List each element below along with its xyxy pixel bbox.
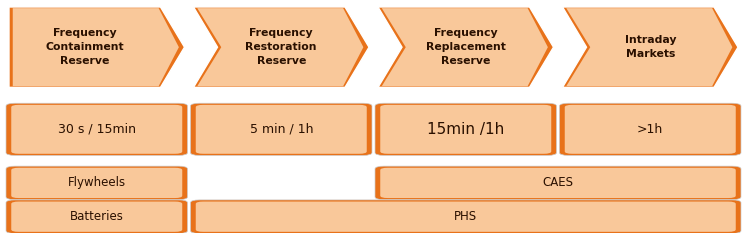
Text: >1h: >1h	[637, 123, 663, 136]
Text: 5 min / 1h: 5 min / 1h	[250, 123, 313, 136]
Polygon shape	[197, 8, 363, 86]
FancyBboxPatch shape	[11, 105, 182, 154]
FancyBboxPatch shape	[11, 168, 182, 198]
Polygon shape	[378, 7, 554, 87]
Text: Batteries: Batteries	[70, 210, 124, 223]
FancyBboxPatch shape	[6, 166, 188, 200]
Text: Frequency
Containment
Reserve: Frequency Containment Reserve	[46, 28, 124, 66]
Polygon shape	[13, 8, 178, 86]
Text: Intraday
Markets: Intraday Markets	[625, 35, 676, 59]
FancyBboxPatch shape	[560, 103, 741, 155]
FancyBboxPatch shape	[196, 105, 367, 154]
Text: Frequency
Replacement
Reserve: Frequency Replacement Reserve	[426, 28, 506, 66]
Polygon shape	[382, 8, 548, 86]
Polygon shape	[562, 7, 738, 87]
FancyBboxPatch shape	[6, 103, 188, 155]
Text: Frequency
Restoration
Reserve: Frequency Restoration Reserve	[245, 28, 317, 66]
Text: CAES: CAES	[542, 176, 574, 189]
FancyBboxPatch shape	[375, 166, 741, 200]
FancyBboxPatch shape	[196, 202, 736, 232]
Polygon shape	[194, 7, 369, 87]
Text: 30 s / 15min: 30 s / 15min	[58, 123, 136, 136]
Polygon shape	[566, 8, 732, 86]
Polygon shape	[9, 7, 184, 87]
Text: Flywheels: Flywheels	[68, 176, 126, 189]
Text: PHS: PHS	[454, 210, 477, 223]
FancyBboxPatch shape	[190, 200, 741, 233]
FancyBboxPatch shape	[380, 105, 551, 154]
FancyBboxPatch shape	[6, 200, 188, 233]
FancyBboxPatch shape	[190, 103, 372, 155]
FancyBboxPatch shape	[380, 168, 736, 198]
FancyBboxPatch shape	[375, 103, 556, 155]
Text: 15min /1h: 15min /1h	[427, 122, 504, 137]
FancyBboxPatch shape	[565, 105, 736, 154]
FancyBboxPatch shape	[11, 202, 182, 232]
